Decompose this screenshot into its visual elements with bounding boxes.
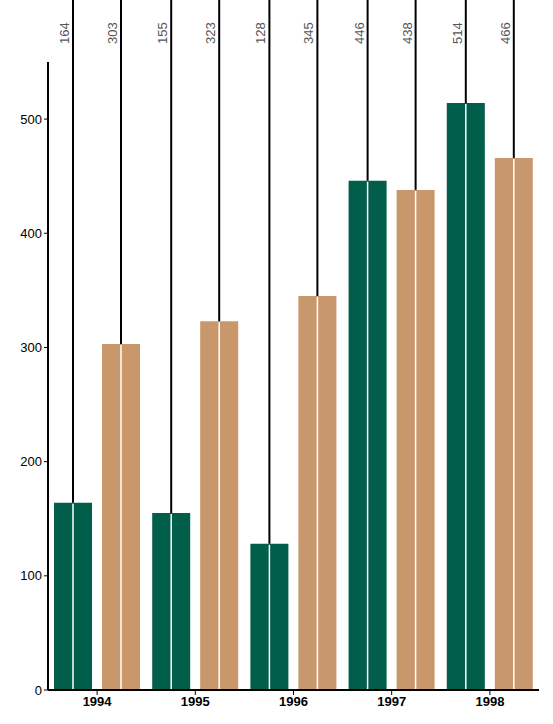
svg-text:1998: 1998 xyxy=(475,694,504,709)
svg-text:303: 303 xyxy=(105,22,120,44)
svg-text:323: 323 xyxy=(203,22,218,44)
svg-text:300: 300 xyxy=(20,340,42,355)
svg-text:1994: 1994 xyxy=(83,694,113,709)
svg-text:345: 345 xyxy=(301,22,316,44)
svg-text:200: 200 xyxy=(20,454,42,469)
svg-text:100: 100 xyxy=(20,568,42,583)
svg-text:446: 446 xyxy=(352,22,367,44)
svg-text:128: 128 xyxy=(253,22,268,44)
svg-text:466: 466 xyxy=(498,22,513,44)
svg-text:1997: 1997 xyxy=(377,694,406,709)
svg-text:0: 0 xyxy=(35,683,42,698)
svg-text:1995: 1995 xyxy=(181,694,210,709)
svg-text:514: 514 xyxy=(450,22,465,44)
svg-text:164: 164 xyxy=(57,22,72,44)
svg-text:155: 155 xyxy=(155,22,170,44)
svg-text:500: 500 xyxy=(20,112,42,127)
svg-text:438: 438 xyxy=(400,22,415,44)
svg-text:400: 400 xyxy=(20,226,42,241)
svg-text:1996: 1996 xyxy=(279,694,308,709)
